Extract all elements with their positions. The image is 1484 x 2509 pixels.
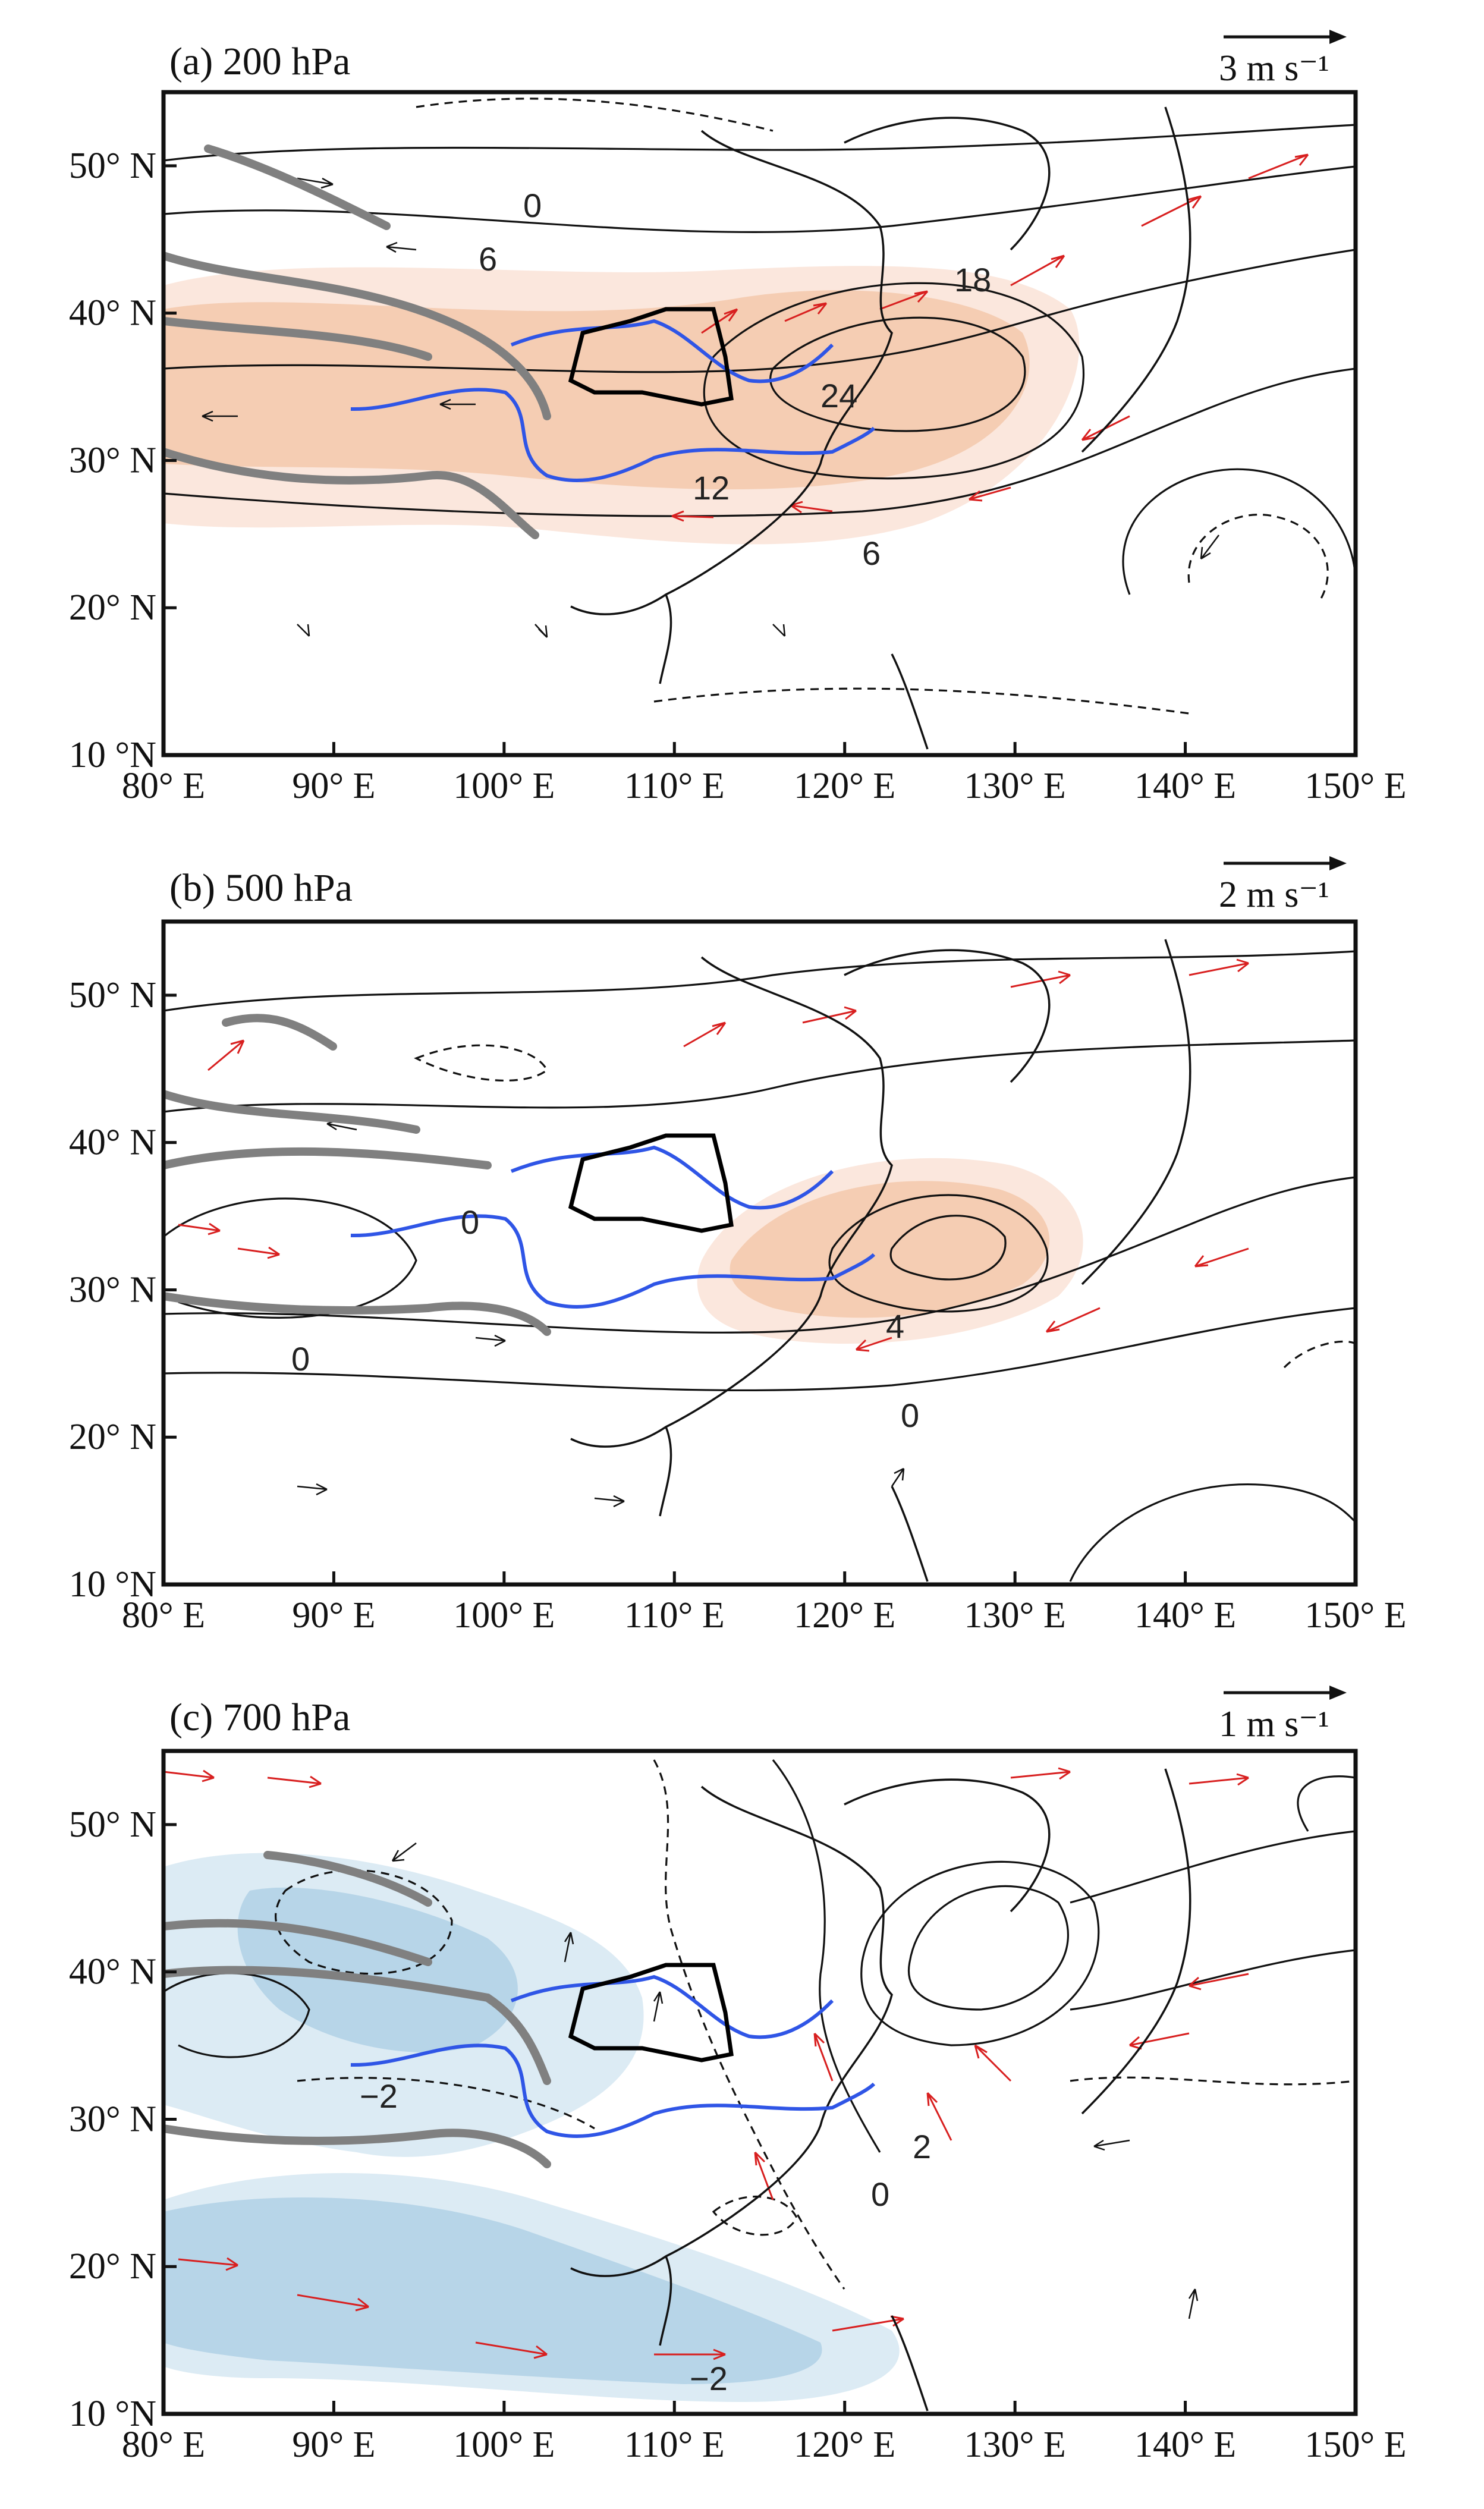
panel-b-contour-label: 0	[461, 1203, 479, 1241]
y-tick-label: 30° N	[69, 1269, 156, 1310]
x-tick-label: 100° E	[453, 2425, 555, 2465]
x-tick-label: 120° E	[794, 766, 895, 806]
x-tick-label: 90° E	[292, 1595, 375, 1636]
y-tick-label: 30° N	[69, 2099, 156, 2139]
x-tick-label: 110° E	[624, 1595, 725, 1636]
panel-a-arrows	[202, 153, 1309, 638]
x-tick-label: 140° E	[1134, 2425, 1236, 2465]
panel-a-topography	[164, 144, 551, 539]
panel-c-contour-label: −2	[690, 2360, 728, 2397]
panel-c-basins	[350, 1974, 876, 2139]
x-tick-label: 80° E	[122, 1595, 205, 1636]
x-tick-label: 150° E	[1304, 1595, 1406, 1636]
x-tick-label: 90° E	[292, 2425, 375, 2465]
y-tick-label: 20° N	[69, 587, 156, 628]
panel-b-arrows	[178, 958, 1249, 1508]
x-tick-label: 150° E	[1304, 766, 1406, 806]
x-tick-label: 110° E	[624, 766, 725, 806]
panel-c-coastlines	[570, 1768, 1191, 2411]
panel-b-loess-region	[568, 1133, 734, 1233]
panel-b-contours	[164, 950, 1356, 1582]
panel-c-frame	[161, 1749, 1358, 2416]
x-tick-label: 100° E	[453, 766, 555, 806]
x-tick-label: 130° E	[964, 1595, 1066, 1636]
panel-a-coastlines	[570, 106, 1191, 750]
x-tick-label: 80° E	[122, 766, 205, 806]
panel-b-contour-label: 0	[901, 1397, 919, 1434]
panel-a-title: (a) 200 hPa	[169, 40, 350, 83]
y-tick-label: 40° N	[69, 293, 156, 334]
x-tick-label: 140° E	[1134, 766, 1236, 806]
y-tick-label: 10 °N	[69, 1564, 156, 1605]
y-tick-label: 10 °N	[69, 735, 156, 775]
panel-b-title: (b) 500 hPa	[169, 866, 353, 910]
panel-a: (a) 200 hPa 3 m s⁻¹	[69, 30, 1407, 806]
x-tick-label: 140° E	[1134, 1595, 1236, 1636]
x-tick-label: 90° E	[292, 766, 375, 806]
panel-c-reference-label: 1 m s⁻¹	[1219, 1704, 1329, 1744]
panel-b-axis-ticks: 80° E 90° E 100° E 110° E 120° E 130° E 140° E…	[69, 975, 1407, 1636]
panel-b-frame	[161, 919, 1358, 1587]
y-tick-label: 20° N	[69, 1417, 156, 1457]
panel-b-reference-vector: 2 m s⁻¹	[1219, 856, 1347, 915]
panel-c-arrows	[164, 1767, 1249, 2360]
x-tick-label: 150° E	[1304, 2425, 1406, 2465]
panel-c: (c) 700 hPa 1 m s⁻¹	[69, 1686, 1407, 2465]
panel-c-contour-label: 0	[871, 2175, 889, 2213]
panel-a-contour-label: 18	[954, 261, 991, 298]
panel-c-contour-label: −2	[360, 2077, 398, 2115]
panel-a-reference-label: 3 m s⁻¹	[1219, 48, 1329, 89]
y-tick-label: 50° N	[69, 1804, 156, 1845]
y-tick-label: 40° N	[69, 1952, 156, 1992]
y-tick-label: 10 °N	[69, 2394, 156, 2434]
panel-c-loess-region	[568, 1963, 734, 2062]
panel-b: (b) 500 hPa 2 m s⁻¹	[69, 856, 1407, 1636]
panel-b-coastlines	[570, 939, 1191, 1582]
panel-b-topography	[164, 1014, 551, 1336]
x-tick-label: 130° E	[964, 766, 1066, 806]
panel-c-topography	[164, 1851, 551, 2168]
panel-c-axis-ticks: 80° E 90° E 100° E 110° E 120° E 130° E 140° E…	[69, 1804, 1407, 2465]
x-tick-label: 120° E	[794, 1595, 895, 1636]
panel-a-contour-label: 12	[693, 469, 730, 507]
panel-c-shading	[164, 1853, 900, 2402]
panel-a-frame	[161, 90, 1358, 757]
panel-a-contour-label: 6	[479, 240, 497, 278]
panel-a-contour-label: 0	[523, 187, 542, 224]
panel-a-reference-vector: 3 m s⁻¹	[1219, 30, 1347, 89]
x-tick-label: 130° E	[964, 2425, 1066, 2465]
panel-c-contour-label: 2	[913, 2128, 931, 2165]
panel-a-contour-label: 24	[820, 377, 857, 414]
y-tick-label: 50° N	[69, 146, 156, 186]
panel-b-reference-label: 2 m s⁻¹	[1219, 875, 1329, 915]
x-tick-label: 80° E	[122, 2425, 205, 2465]
panel-a-contour-label: 6	[862, 535, 881, 572]
x-tick-label: 120° E	[794, 2425, 895, 2465]
panel-b-contour-label: 0	[291, 1340, 310, 1378]
panel-a-basins	[350, 319, 876, 483]
x-tick-label: 100° E	[453, 1595, 555, 1636]
y-tick-label: 30° N	[69, 440, 156, 480]
panel-b-contour-label: 4	[886, 1307, 904, 1345]
panel-c-reference-vector: 1 m s⁻¹	[1219, 1686, 1347, 1744]
panel-a-loess-region	[568, 307, 734, 407]
y-tick-label: 40° N	[69, 1123, 156, 1163]
y-tick-label: 50° N	[69, 975, 156, 1015]
panel-c-title: (c) 700 hPa	[169, 1696, 350, 1739]
x-tick-label: 110° E	[624, 2425, 725, 2465]
panel-b-basins	[350, 1145, 876, 1309]
y-tick-label: 20° N	[69, 2246, 156, 2287]
panel-b-shading	[697, 1158, 1083, 1344]
panel-a-axis-ticks: 80° E 90° E 100° E 110° E 120° E 130° E 140° E…	[69, 146, 1407, 806]
